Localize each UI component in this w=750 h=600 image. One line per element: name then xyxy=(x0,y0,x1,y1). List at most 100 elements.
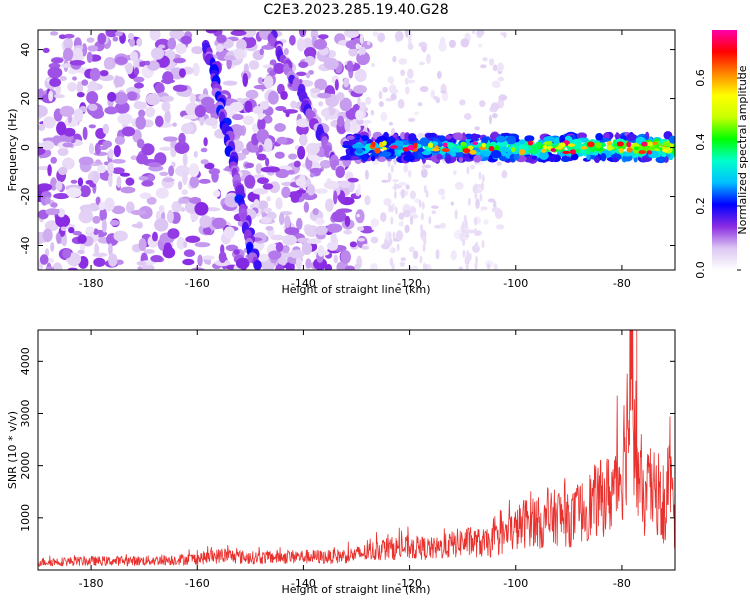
heatmap-cell xyxy=(265,226,274,231)
heatmap-cell xyxy=(171,201,182,213)
heatmap-cell xyxy=(143,249,155,254)
heatmap-cell xyxy=(38,147,46,156)
heatmap-cell xyxy=(434,145,439,150)
heatmap-cell xyxy=(313,38,328,50)
heatmap-cell xyxy=(268,250,282,260)
heatmap-cell xyxy=(126,91,138,101)
heatmap-cell xyxy=(189,175,200,189)
heatmap-cell xyxy=(222,80,238,86)
heatmap-cell xyxy=(242,72,249,87)
heatmap-cell xyxy=(94,242,99,256)
heatmap-cell xyxy=(113,230,128,242)
y-tick-label: -40 xyxy=(19,237,32,255)
heatmap-cell xyxy=(482,57,488,62)
heatmap-cell xyxy=(453,132,463,141)
heatmap-cell xyxy=(302,37,313,49)
heatmap-cell xyxy=(296,37,306,52)
heatmap-cell xyxy=(382,147,388,151)
heatmap-cell xyxy=(92,215,101,224)
heatmap-cell xyxy=(392,179,399,183)
heatmap-cell xyxy=(301,241,313,255)
heatmap-cell xyxy=(172,84,188,92)
colorbar-gradient xyxy=(712,30,737,270)
heatmap-cell xyxy=(111,205,126,215)
heatmap-cell xyxy=(200,147,208,153)
heatmap-cell xyxy=(113,145,121,158)
heatmap-cell xyxy=(474,126,480,131)
heatmap-cell xyxy=(150,47,165,60)
heatmap-cell xyxy=(467,197,471,206)
heatmap-cell xyxy=(53,193,70,200)
heatmap-cell xyxy=(490,149,502,159)
heatmap-cell xyxy=(310,88,321,94)
heatmap-cell xyxy=(334,79,339,91)
heatmap-cell xyxy=(67,267,78,270)
heatmap-cell xyxy=(290,100,297,109)
heatmap-cell xyxy=(304,47,317,59)
heatmap-cell xyxy=(355,109,364,121)
heatmap-cell xyxy=(344,118,351,132)
heatmap-cell xyxy=(390,164,394,173)
heatmap-cell xyxy=(56,233,62,245)
heatmap-cell xyxy=(194,241,211,248)
heatmap-cell xyxy=(394,206,398,215)
heatmap-cell xyxy=(400,69,406,77)
heatmap-cell xyxy=(407,43,414,50)
heatmap-cell xyxy=(542,145,547,149)
heatmap-cell xyxy=(580,146,588,150)
heatmap-cell xyxy=(554,146,563,150)
heatmap-cell xyxy=(244,174,256,189)
heatmap-cell xyxy=(167,37,177,50)
heatmap-cell xyxy=(472,141,479,146)
heatmap-cell xyxy=(298,30,307,38)
heatmap-cell xyxy=(86,91,99,105)
x-tick-label: -120 xyxy=(397,277,422,290)
heatmap-cell xyxy=(366,40,371,46)
x-tick-label: -80 xyxy=(613,577,631,590)
heatmap-cell xyxy=(44,248,50,257)
heatmap-cell xyxy=(104,106,119,115)
heatmap-cell xyxy=(500,32,507,36)
heatmap-cell xyxy=(600,152,607,162)
heatmap-cell xyxy=(92,252,108,258)
heatmap-cell xyxy=(389,76,394,85)
x-tick-label: -120 xyxy=(397,577,422,590)
heatmap-cell xyxy=(297,237,311,243)
heatmap-cell xyxy=(431,205,439,209)
heatmap-cell xyxy=(324,107,330,122)
heatmap-cell xyxy=(603,137,610,142)
heatmap-cell xyxy=(661,153,667,158)
heatmap-cell xyxy=(428,216,432,225)
heatmap-cell xyxy=(181,189,188,196)
heatmap-cell xyxy=(262,183,274,190)
heatmap-cell xyxy=(194,201,209,216)
heatmap-cell xyxy=(312,208,319,216)
heatmap-cell xyxy=(392,231,396,240)
x-tick-label: -80 xyxy=(613,277,631,290)
heatmap-cell xyxy=(181,123,194,135)
heatmap-cell xyxy=(476,30,485,36)
x-tick-label: -100 xyxy=(503,277,528,290)
heatmap-cell xyxy=(149,30,161,41)
heatmap-cell xyxy=(218,251,227,263)
heatmap-cell xyxy=(403,164,408,173)
heatmap-cell xyxy=(88,103,98,111)
heatmap-cell xyxy=(361,46,366,51)
heatmap-cell xyxy=(418,61,425,66)
heatmap-cell xyxy=(278,212,285,225)
heatmap-cell xyxy=(458,157,464,163)
heatmap-cell xyxy=(417,102,423,107)
heatmap-cell xyxy=(359,33,364,45)
heatmap-cell xyxy=(388,121,393,126)
y-tick-label: 1000 xyxy=(19,504,32,532)
heatmap-cell xyxy=(425,189,429,198)
heatmap-cell xyxy=(538,151,549,160)
heatmap-cell xyxy=(260,166,276,173)
heatmap-cell xyxy=(465,255,469,264)
heatmap-cell xyxy=(57,208,66,218)
heatmap-cell xyxy=(154,115,164,128)
colorbar-tick-label: 0.0 xyxy=(694,261,707,279)
heatmap-cell xyxy=(102,123,110,135)
heatmap-cell xyxy=(413,142,418,149)
heatmap-cell xyxy=(203,226,212,235)
